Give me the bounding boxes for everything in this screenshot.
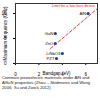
svg-text:Limit for a low-loss device: Limit for a low-loss device — [52, 4, 95, 8]
svg-text:ZnO: ZnO — [45, 41, 54, 46]
svg-text:GaN: GaN — [45, 31, 54, 36]
svg-text:LiNbO3: LiNbO3 — [46, 51, 61, 56]
svg-text:0: 0 — [4, 61, 7, 66]
svg-text:Maximum frequency (GHz): Maximum frequency (GHz) — [3, 6, 8, 60]
svg-text:Bandgap (eV): Bandgap (eV) — [43, 71, 71, 76]
svg-text:PZT: PZT — [47, 56, 55, 61]
svg-text:AlN: AlN — [79, 11, 86, 16]
html-text:Common piezoelectric materials: Common piezoelectric materials under AlN… — [2, 75, 91, 90]
